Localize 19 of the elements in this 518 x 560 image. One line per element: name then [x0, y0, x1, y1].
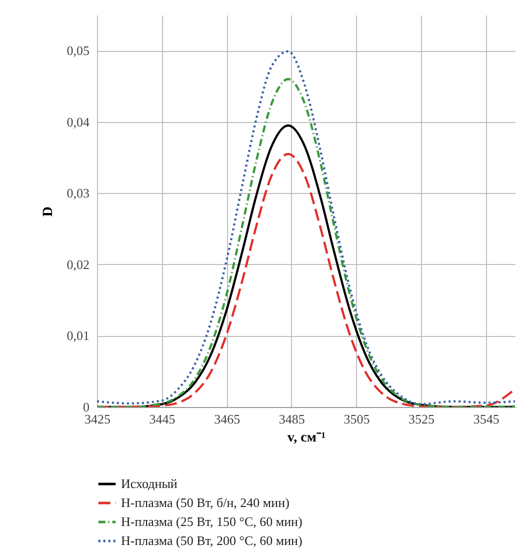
x-tick-label: 3445 [149, 412, 176, 426]
y-tick-label: 0,02 [66, 256, 90, 272]
y-tick-label: 0,05 [66, 43, 90, 58]
legend-label: Н-плазма (25 Вт, 150 °С, 60 мин) [121, 514, 302, 529]
y-tick-label: 0,03 [66, 186, 90, 201]
y-tick-label: 0,04 [66, 114, 90, 130]
y-tick-label: 0,01 [66, 328, 90, 344]
x-tick-label: 3525 [408, 412, 435, 426]
y-axis-title: D [40, 206, 56, 217]
y-tick-label: 0 [83, 400, 90, 414]
x-axis-title: v, см⁻¹ [287, 430, 326, 446]
legend-label: Н-плазма (50 Вт, 200 °С, 60 мин) [121, 533, 302, 548]
x-tick-label: 3505 [344, 412, 370, 426]
x-tick-label: 3485 [278, 412, 305, 426]
legend-label: Н-плазма (50 Вт, б/н, 240 мин) [121, 495, 290, 510]
x-tick-label: 3425 [84, 412, 110, 426]
x-tick-label: 3545 [473, 412, 500, 426]
legend-label: Исходный [121, 476, 178, 491]
x-tick-label: 3465 [214, 412, 240, 426]
